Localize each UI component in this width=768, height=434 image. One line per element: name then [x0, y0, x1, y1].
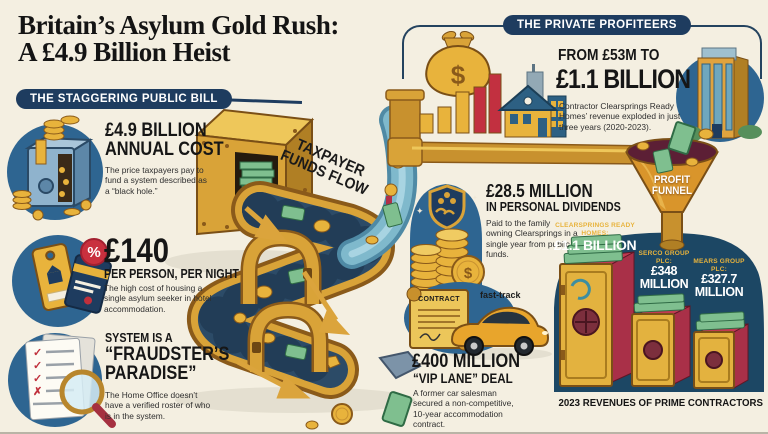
- growth-bars: [419, 73, 502, 134]
- safe-mears: [693, 311, 749, 389]
- svg-text:✦: ✦: [416, 206, 424, 216]
- svg-text:✦: ✦: [472, 194, 478, 202]
- annual-cost-value: £4.9 BILLION: [105, 120, 207, 141]
- annual-cost-heading: £4.9 BILLION ANNUAL COST: [105, 120, 224, 160]
- revenue-value: £1.1 BILLION: [556, 64, 691, 94]
- checklist-magnifier-icon: ✓ ✓ ✓ ✗: [8, 333, 116, 428]
- bag-dollar-glyph: $: [451, 60, 466, 90]
- vip-value: £400 MILLION: [412, 351, 521, 372]
- public-bill-badge: THE STAGGERING PUBLIC BILL: [16, 89, 232, 109]
- fraud-heading-small: SYSTEM IS A: [105, 331, 173, 345]
- private-profiteers-badge: THE PRIVATE PROFITEERS: [503, 15, 691, 35]
- profit-funnel-label: PROFIT FUNNEL: [651, 174, 693, 197]
- price-tag-card-icon: %: [12, 235, 112, 327]
- dividends-desc: Paid to the family owning Clearsprings i…: [486, 218, 578, 259]
- title-line2: A £4.9 Billion Heist: [18, 37, 231, 67]
- contractors-caption: 2023 REVENUES OF PRIME CONTRACTORS: [558, 397, 763, 409]
- percent-glyph: %: [87, 244, 100, 261]
- contract-car-icon: [404, 282, 550, 356]
- houses-icon: [497, 64, 567, 138]
- flow-arrows: [236, 206, 351, 399]
- svg-text:✓: ✓: [33, 347, 42, 359]
- safe-clearsprings: [559, 234, 635, 387]
- serco-revenue-label: SERCO GROUP PLC: £348 MILLION: [638, 250, 690, 291]
- svg-text:✗: ✗: [33, 386, 42, 398]
- vip-desc: A former car salesman secured a non-comp…: [413, 388, 514, 429]
- annual-cost-desc: The price taxpayers pay to fund a system…: [105, 165, 207, 196]
- safe-serco: [631, 293, 691, 387]
- per-night-label: PER PERSON, PER NIGHT: [104, 267, 240, 281]
- dividends-label: IN PERSONAL DIVIDENDS: [486, 200, 621, 214]
- vip-label: “VIP LANE” DEAL: [413, 371, 513, 386]
- page-title: Britain’s Asylum Gold Rush: A £4.9 Billi…: [18, 12, 339, 66]
- annual-cost-label: ANNUAL COST: [105, 138, 224, 160]
- dividends-value: £28.5 MILLION: [486, 181, 593, 201]
- revenue-desc: Contractor Clearsprings Ready Homes’ rev…: [559, 101, 681, 132]
- fraud-heading-big: “FRAUDSTER’S PARADISE”: [105, 344, 230, 384]
- safe-coins-icon: [7, 115, 103, 221]
- dividends-coins-icon: ✦ ✦ $: [410, 184, 485, 298]
- money-bag-icon: $: [425, 31, 491, 98]
- contract-label: CONTRACT: [418, 296, 460, 303]
- per-night-desc: The high cost of housing a single asylum…: [104, 283, 212, 314]
- falling-money: [305, 350, 422, 430]
- revenue-from-label: FROM £53M TO: [558, 47, 660, 64]
- per-night-value: £140: [104, 232, 170, 270]
- office-tower-icon: [676, 47, 764, 142]
- svg-text:✓: ✓: [33, 373, 42, 385]
- coin-dollar-glyph: $: [464, 265, 473, 282]
- svg-text:✓: ✓: [33, 360, 42, 372]
- clearsprings-revenue-label: CLEARSPRINGS READY HOMES: £1.1 BILLION: [553, 222, 637, 253]
- mears-revenue-label: MEARS GROUP PLC: £327.7 MILLION: [693, 258, 745, 299]
- fraud-desc: The Home Office doesn’t have a verified …: [105, 390, 211, 421]
- profit-funnel-icon: [624, 121, 720, 251]
- fast-track-label: fast-track: [480, 290, 521, 300]
- title-line1: Britain’s Asylum Gold Rush:: [18, 10, 339, 40]
